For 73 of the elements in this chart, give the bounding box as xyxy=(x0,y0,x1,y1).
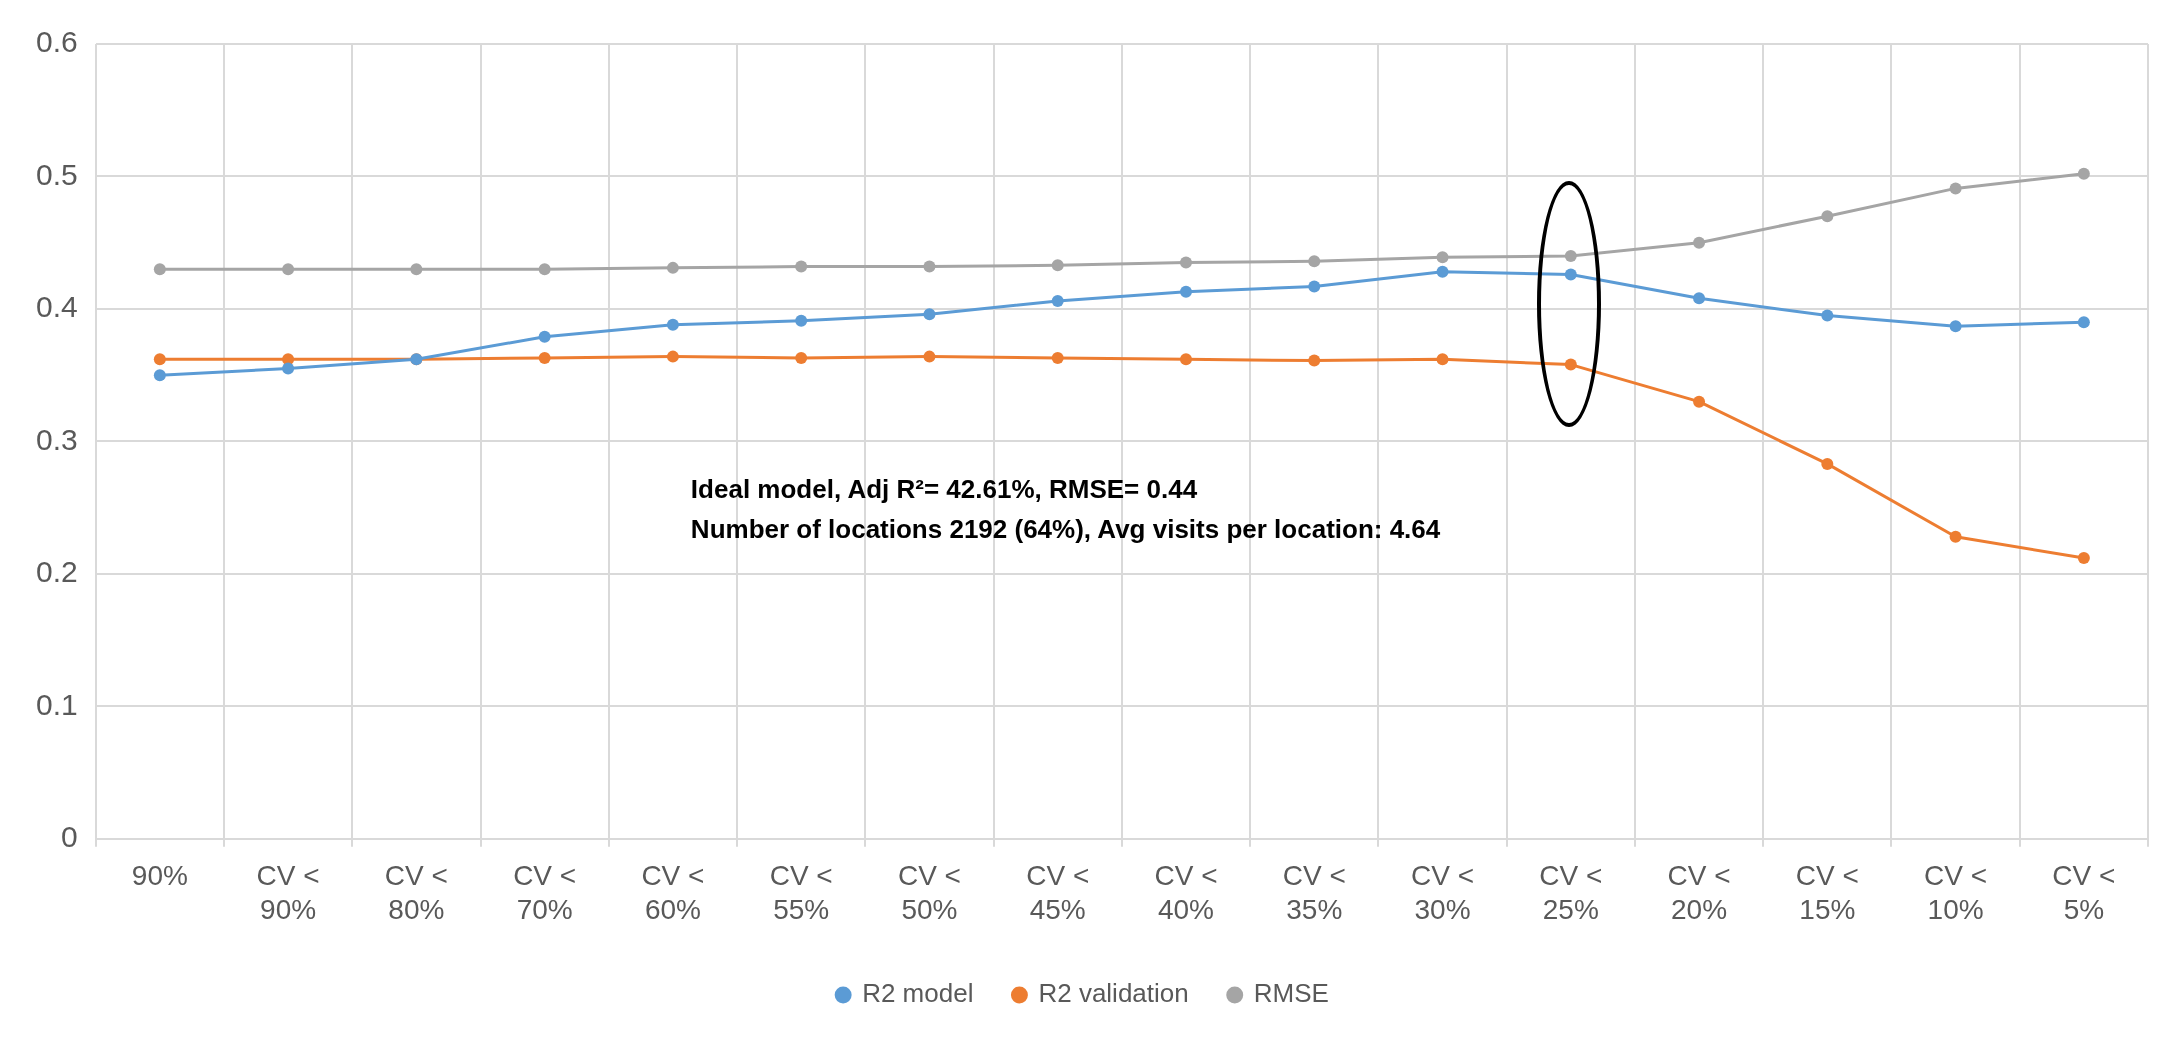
point xyxy=(282,263,295,276)
y-tick-label: 0.3 xyxy=(35,422,78,456)
y-tick-label: 0.2 xyxy=(35,555,78,589)
point xyxy=(1564,249,1577,262)
point xyxy=(795,351,808,364)
point xyxy=(1051,294,1064,307)
point xyxy=(410,263,423,276)
y-tick-label: 0 xyxy=(61,820,78,854)
point xyxy=(1051,259,1064,272)
point xyxy=(923,308,936,321)
x-tick-label: 90% xyxy=(131,860,188,892)
point xyxy=(666,261,679,274)
x-tick-label: CV < 25% xyxy=(1539,860,1603,925)
x-tick-label: CV < 40% xyxy=(1154,860,1218,925)
point xyxy=(1949,530,1962,543)
point xyxy=(1308,255,1321,268)
y-tick-label: 0.5 xyxy=(35,157,78,191)
x-tick-label: CV < 60% xyxy=(641,860,705,925)
point xyxy=(282,362,295,375)
point xyxy=(1949,320,1962,333)
point xyxy=(1564,358,1577,371)
point xyxy=(1693,236,1706,249)
point xyxy=(1564,268,1577,281)
point xyxy=(538,330,551,343)
point xyxy=(923,350,936,363)
point xyxy=(795,314,808,327)
y-tick-label: 0.6 xyxy=(35,25,78,59)
point xyxy=(923,260,936,273)
point xyxy=(1179,353,1192,366)
point xyxy=(1436,353,1449,366)
point xyxy=(1821,210,1834,223)
legend-label: R2 validation xyxy=(1038,978,1189,1009)
x-tick-label: CV < 15% xyxy=(1795,860,1859,925)
point xyxy=(153,263,166,276)
point xyxy=(1051,351,1064,364)
point xyxy=(795,260,808,273)
point xyxy=(1436,251,1449,264)
point xyxy=(666,318,679,331)
point xyxy=(1308,354,1321,367)
x-tick-label: CV < 20% xyxy=(1667,860,1731,925)
x-tick-label: CV < 55% xyxy=(769,860,833,925)
point xyxy=(2077,316,2090,329)
point xyxy=(153,369,166,382)
point xyxy=(2077,551,2090,564)
legend-label: RMSE xyxy=(1253,978,1329,1009)
x-tick-label: CV < 10% xyxy=(1924,860,1988,925)
x-tick-label: CV < 50% xyxy=(897,860,961,925)
point xyxy=(666,350,679,363)
x-tick-label: CV < 5% xyxy=(2052,860,2116,925)
point xyxy=(153,353,166,366)
x-tick-label: CV < 35% xyxy=(1282,860,1346,925)
point xyxy=(1821,457,1834,470)
point xyxy=(1308,280,1321,293)
y-tick-label: 0.1 xyxy=(35,687,78,721)
x-tick-label: CV < 30% xyxy=(1411,860,1475,925)
point xyxy=(1436,265,1449,278)
point xyxy=(1693,292,1706,305)
x-tick-label: CV < 80% xyxy=(384,860,448,925)
legend-label: R2 model xyxy=(862,978,974,1009)
annotation: Ideal model, Adj R²= 42.61%, RMSE= 0.44 xyxy=(690,473,1199,507)
point xyxy=(1821,309,1834,322)
x-tick-label: CV < 45% xyxy=(1026,860,1090,925)
point xyxy=(2077,167,2090,180)
point xyxy=(1179,256,1192,269)
annotation: Number of locations 2192 (64%), Avg visits per location: 4.64 xyxy=(690,513,1441,547)
x-tick-label: CV < 90% xyxy=(256,860,320,925)
x-tick-label: CV < 70% xyxy=(513,860,577,925)
point xyxy=(1693,395,1706,408)
point xyxy=(1179,285,1192,298)
point xyxy=(538,351,551,364)
point xyxy=(538,263,551,276)
point xyxy=(1949,182,1962,195)
y-tick-label: 0.4 xyxy=(35,290,78,324)
